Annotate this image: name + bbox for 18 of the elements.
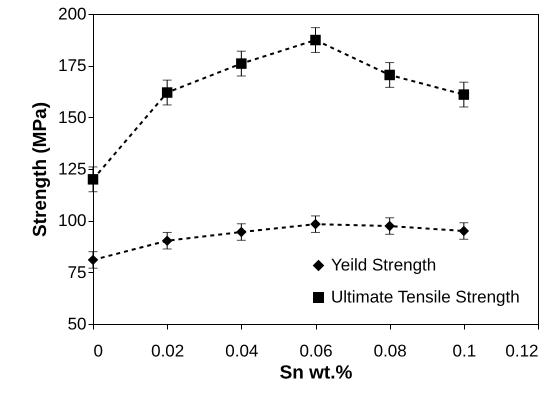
legend-label: Yeild Strength — [331, 256, 436, 274]
x-tick-label: 0.1 — [452, 342, 476, 360]
x-tick-label: 0.12 — [505, 342, 538, 360]
x-tick-label: 0.02 — [151, 342, 184, 360]
x-axis-title: Sn wt.% — [280, 362, 353, 384]
y-tick-label: 125 — [58, 160, 86, 178]
y-tick-label: 75 — [68, 262, 86, 282]
y-tick-label: 200 — [58, 4, 86, 24]
x-tick-label: 0.08 — [374, 342, 407, 360]
y-tick-label: 50 — [68, 314, 86, 334]
x-tick-label: 0 — [94, 342, 103, 360]
y-tick-label: 150 — [58, 108, 86, 127]
x-tick-label: 0.06 — [299, 342, 333, 360]
y-tick-label: 100 — [58, 211, 86, 230]
y-tick-label: 175 — [58, 56, 86, 76]
y-axis-title: Strength (MPa) — [30, 102, 52, 238]
x-tick-label: 0.04 — [225, 342, 258, 360]
legend-label: Ultimate Tensile Strength — [331, 288, 520, 306]
